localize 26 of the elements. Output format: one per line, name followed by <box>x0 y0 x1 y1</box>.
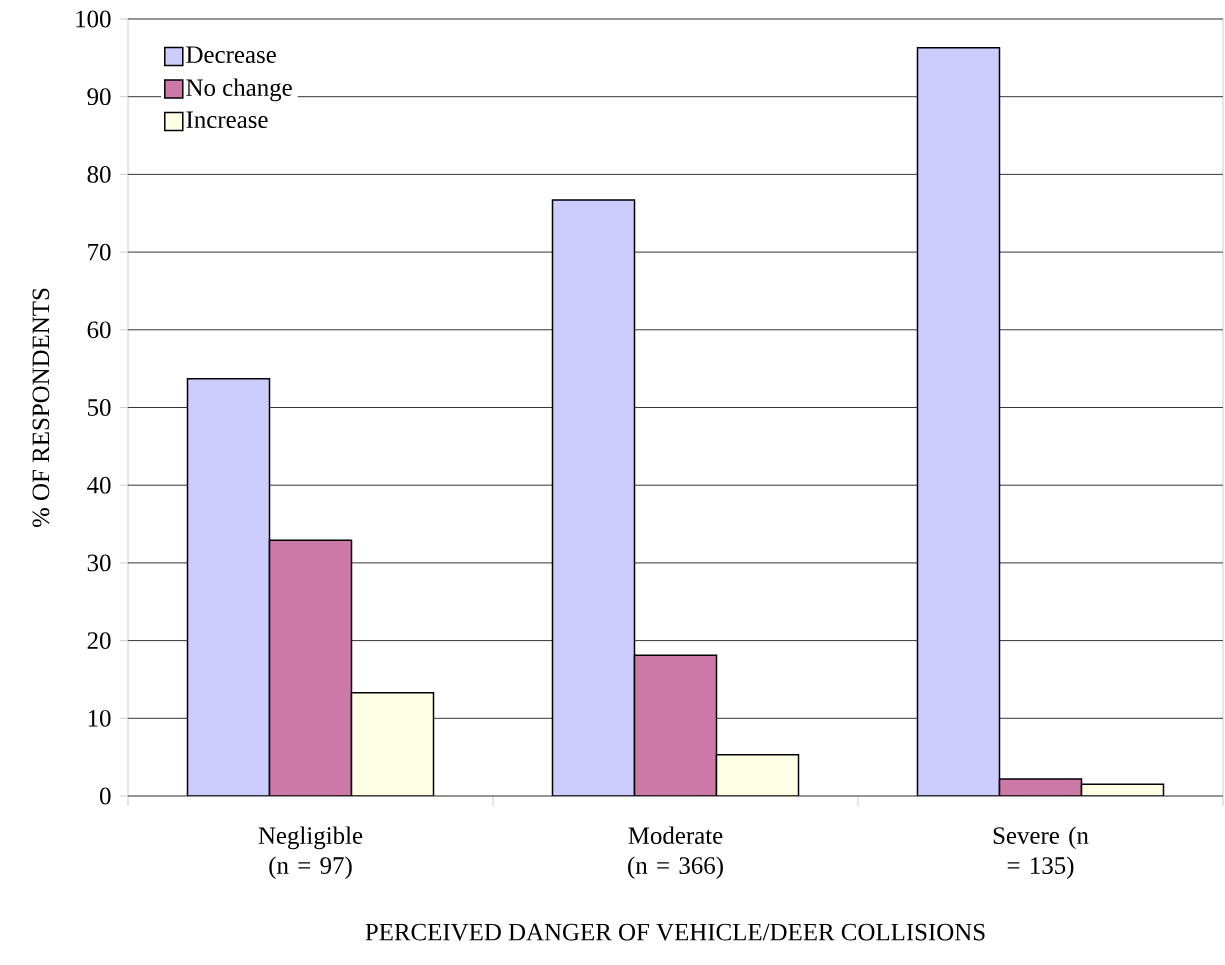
y-tick-label: 90 <box>87 88 111 106</box>
bar <box>186 378 271 796</box>
y-tick-label: 60 <box>87 321 111 339</box>
y-tick-label: 80 <box>87 165 111 183</box>
y-tick-label: 70 <box>88 243 111 261</box>
bar <box>633 654 718 796</box>
x-tick-label: Negligible (n = 97) <box>258 826 363 879</box>
y-tick-label: 30 <box>87 554 111 572</box>
y-tick-label: 0 <box>100 787 111 805</box>
legend-label: No change <box>186 78 292 102</box>
y-tick-label: 50 <box>88 399 111 416</box>
y-axis-title: % OF RESPONDENTS <box>32 288 50 528</box>
bar <box>715 754 800 796</box>
x-axis-title: PERCEIVED DANGER OF VEHICLE/DEER COLLISIONS <box>365 923 985 941</box>
y-tick-label: 20 <box>87 632 111 650</box>
bar <box>916 46 1001 796</box>
y-tick-label: 100 <box>76 10 111 28</box>
x-tick-label: Severe (n = 135) <box>993 826 1089 879</box>
legend-label: Decrease <box>186 46 276 64</box>
bar <box>268 539 353 796</box>
x-tick-label: Moderate (n = 366) <box>628 826 723 879</box>
y-tick-label: 40 <box>87 476 111 494</box>
legend-label: Increase <box>186 111 268 129</box>
bar <box>350 691 435 796</box>
bar <box>551 199 636 796</box>
y-tick-label: 10 <box>88 709 111 727</box>
